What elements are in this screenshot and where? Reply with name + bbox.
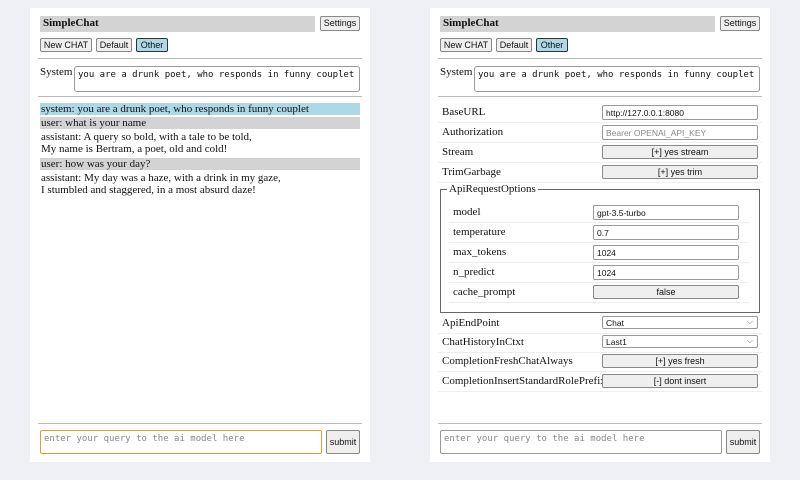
option-temperature: temperature 0.7 [449, 223, 749, 243]
fresh-chat-toggle[interactable]: [+] yes fresh [602, 354, 758, 368]
app-title: SimpleChat [40, 16, 315, 32]
api-request-options: ApiRequestOptions model gpt-3.5-turbo te… [440, 183, 760, 313]
option-model: model gpt-3.5-turbo [449, 203, 749, 223]
divider [38, 96, 362, 97]
stream-label: Stream [442, 146, 474, 158]
message-line: assistant: A query so bold, with a tale … [41, 131, 252, 143]
chat-message-assistant: assistant: My day was a haze, with a dri… [40, 172, 360, 196]
message-line: system: you are a drunk poet, who respon… [41, 103, 309, 115]
authorization-input[interactable]: Bearer OPENAI_API_KEY [602, 125, 758, 140]
setting-insert-prefix: CompletionInsertStandardRolePrefix [-] d… [438, 372, 762, 392]
system-prompt-input[interactable]: you are a drunk poet, who responds in fu… [474, 66, 760, 92]
message-line: I stumbled and staggered, in a most absu… [41, 184, 256, 196]
api-endpoint-select[interactable]: Chat ⌵ [602, 316, 758, 329]
insert-prefix-toggle[interactable]: [-] dont insert [602, 374, 758, 388]
api-endpoint-value: Chat [606, 318, 624, 328]
option-cache-prompt: cache_prompt false [449, 283, 749, 303]
chat-other-button[interactable]: Other [536, 38, 568, 52]
chat-other-button[interactable]: Other [136, 38, 168, 52]
max-tokens-label: max_tokens [453, 246, 507, 258]
system-prompt-input[interactable]: you are a drunk poet, who responds in fu… [74, 66, 360, 92]
chat-default-button[interactable]: Default [496, 38, 532, 52]
new-chat-button[interactable]: New CHAT [440, 38, 492, 52]
temperature-input[interactable]: 0.7 [593, 225, 739, 240]
option-n-predict: n_predict 1024 [449, 263, 749, 283]
base-url-input[interactable]: http://127.0.0.1:8080 [602, 105, 758, 120]
chat-history-select[interactable]: Last1 ⌵ [602, 335, 758, 348]
stream-toggle[interactable]: [+] yes stream [602, 145, 758, 159]
setting-chat-history: ChatHistoryInCtxt Last1 ⌵ [438, 333, 762, 353]
new-chat-button[interactable]: New CHAT [40, 38, 92, 52]
chat-panel: SimpleChat Settings New CHAT Default Oth… [30, 8, 370, 462]
setting-base-url: BaseURL http://127.0.0.1:8080 [438, 103, 762, 123]
divider [38, 423, 362, 424]
authorization-label: Authorization [442, 126, 504, 138]
app-title: SimpleChat [440, 16, 715, 32]
n-predict-input[interactable]: 1024 [593, 265, 739, 280]
trim-toggle[interactable]: [+] yes trim [602, 165, 758, 179]
model-input[interactable]: gpt-3.5-turbo [593, 205, 739, 220]
chat-default-button[interactable]: Default [96, 38, 132, 52]
cache-prompt-toggle[interactable]: false [593, 285, 739, 299]
message-line: user: what is your name [41, 117, 147, 129]
setting-api-endpoint: ApiEndPoint Chat ⌵ [438, 314, 762, 334]
chat-history-value: Last1 [606, 337, 627, 347]
option-max-tokens: max_tokens 1024 [449, 243, 749, 263]
chat-history-label: ChatHistoryInCtxt [442, 336, 524, 348]
setting-authorization: Authorization Bearer OPENAI_API_KEY [438, 123, 762, 143]
insert-prefix-label: CompletionInsertStandardRolePrefix [442, 375, 606, 387]
setting-fresh-chat: CompletionFreshChatAlways [+] yes fresh [438, 352, 762, 372]
settings-button[interactable]: Settings [720, 16, 760, 31]
divider [438, 423, 762, 424]
temperature-label: temperature [453, 226, 506, 238]
chat-message-assistant: assistant: A query so bold, with a tale … [40, 131, 360, 155]
cache-prompt-label: cache_prompt [453, 286, 516, 298]
setting-trim: TrimGarbage [+] yes trim [438, 163, 762, 183]
chat-message-system: system: you are a drunk poet, who respon… [40, 103, 360, 115]
setting-stream: Stream [+] yes stream [438, 143, 762, 163]
query-input[interactable]: enter your query to the ai model here [440, 430, 722, 454]
chevron-down-icon: ⌵ [746, 317, 753, 326]
fresh-chat-label: CompletionFreshChatAlways [442, 355, 573, 367]
system-label: System [40, 66, 73, 78]
submit-button[interactable]: submit [326, 430, 360, 454]
chat-message-user: user: what is your name [40, 117, 360, 129]
max-tokens-input[interactable]: 1024 [593, 245, 739, 260]
message-line: user: how was your day? [41, 158, 151, 170]
submit-button[interactable]: submit [726, 430, 760, 454]
trim-label: TrimGarbage [442, 166, 501, 178]
message-line: assistant: My day was a haze, with a dri… [41, 172, 281, 184]
settings-button[interactable]: Settings [320, 16, 360, 31]
divider [38, 58, 362, 59]
api-endpoint-label: ApiEndPoint [442, 317, 500, 329]
query-input[interactable]: enter your query to the ai model here [40, 430, 322, 454]
settings-panel: SimpleChat Settings New CHAT Default Oth… [430, 8, 770, 462]
model-label: model [453, 206, 481, 218]
system-label: System [440, 66, 473, 78]
api-request-options-legend: ApiRequestOptions [447, 183, 538, 195]
chat-message-user: user: how was your day? [40, 158, 360, 170]
divider [438, 96, 762, 97]
chevron-down-icon: ⌵ [746, 336, 753, 345]
divider [438, 58, 762, 59]
base-url-label: BaseURL [442, 106, 486, 118]
n-predict-label: n_predict [453, 266, 495, 278]
message-line: My name is Bertram, a poet, old and cold… [41, 143, 228, 155]
